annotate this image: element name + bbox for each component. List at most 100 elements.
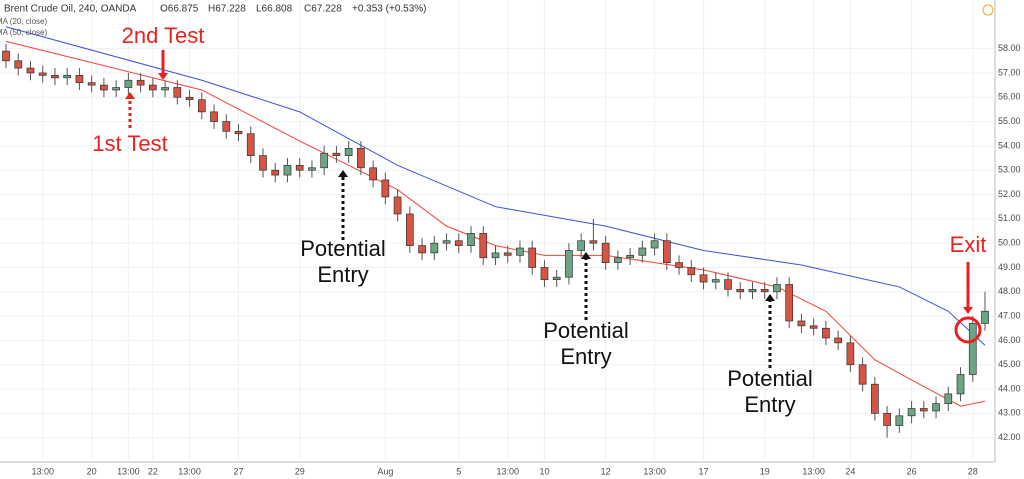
- x-tick-label: 13:00: [117, 466, 140, 476]
- y-tick-label: 43.00: [998, 408, 1021, 418]
- x-tick-label: 22: [148, 466, 158, 476]
- candle-body: [675, 262, 683, 268]
- x-tick-label: 29: [295, 466, 305, 476]
- candle-body: [565, 250, 573, 278]
- candle-body: [38, 72, 47, 76]
- y-tick-label: 53.00: [998, 165, 1021, 175]
- candle-body: [161, 87, 169, 91]
- annotation-arrowhead: [338, 170, 348, 177]
- header-text: O66.875: [160, 4, 199, 15]
- candle-body: [944, 393, 953, 404]
- annotation-text: Entry: [560, 344, 611, 369]
- candle-body: [308, 167, 316, 171]
- moving-average-line: [5, 26, 986, 346]
- annotation-arrowhead: [765, 294, 775, 301]
- candle-body: [369, 167, 377, 181]
- candle-body: [87, 82, 96, 86]
- candle-body: [601, 242, 610, 263]
- y-tick-label: 58.00: [998, 43, 1021, 53]
- x-tick-label: 13:00: [643, 466, 666, 476]
- y-tick-label: 49.00: [998, 262, 1021, 272]
- candle-body: [834, 337, 843, 344]
- annotation-text: Entry: [744, 392, 795, 417]
- candle-body: [75, 75, 84, 84]
- candle-body: [773, 284, 781, 293]
- candle-body: [907, 408, 916, 417]
- candle-body: [846, 342, 855, 366]
- y-tick-label: 55.00: [998, 116, 1021, 126]
- candle-body: [491, 252, 500, 259]
- candle-body: [736, 289, 745, 293]
- candle-body: [100, 84, 108, 91]
- annotation-arrowhead: [581, 252, 591, 259]
- candle-body: [552, 276, 561, 280]
- annotation-arrowhead: [158, 73, 168, 80]
- x-tick-label: 24: [845, 466, 855, 476]
- candle-body: [883, 413, 891, 426]
- annotation-text: Exit: [950, 232, 987, 257]
- header-text: L66.808: [256, 4, 293, 15]
- candle-body: [650, 240, 659, 249]
- candle-body: [919, 408, 928, 412]
- candle-body: [895, 415, 904, 426]
- candle-body: [173, 87, 182, 98]
- candle-body: [687, 267, 696, 276]
- candle-body: [210, 111, 218, 122]
- candle-body: [393, 196, 402, 215]
- y-tick-label: 54.00: [998, 140, 1021, 150]
- candle-body: [516, 247, 524, 256]
- alert-icon[interactable]: [982, 4, 994, 16]
- legend-entry: MA (20, close): [0, 17, 47, 26]
- x-tick-label: 5: [456, 466, 461, 476]
- candle-body: [981, 310, 989, 324]
- y-tick-label: 48.00: [998, 286, 1021, 296]
- x-tick-label: 17: [699, 466, 709, 476]
- candle-body: [467, 233, 475, 246]
- candle-body: [149, 84, 157, 91]
- candle-body: [295, 164, 304, 171]
- candle-body: [760, 289, 769, 293]
- candle-body: [968, 323, 977, 375]
- candle-body: [577, 240, 586, 251]
- y-tick-label: 50.00: [998, 238, 1021, 248]
- candle-body: [197, 99, 206, 113]
- candle-body: [442, 240, 451, 244]
- legend-entry: MA (50, close): [0, 28, 47, 37]
- candle-body: [405, 213, 414, 246]
- annotation-text: 2nd Test: [122, 23, 205, 48]
- candle-body: [724, 279, 732, 290]
- candle-body: [63, 75, 72, 79]
- y-tick-label: 46.00: [998, 335, 1021, 345]
- candle-body: [614, 257, 622, 263]
- candle-body: [344, 147, 353, 156]
- candle-body: [503, 252, 512, 256]
- candle-body: [809, 325, 818, 329]
- x-tick-label: Aug: [377, 466, 393, 476]
- x-tick-label: 20: [87, 466, 97, 476]
- header-text: C67.228: [304, 4, 342, 15]
- y-tick-label: 42.00: [998, 432, 1021, 442]
- x-tick-label: 28: [968, 466, 978, 476]
- y-tick-label: 52.00: [998, 189, 1021, 199]
- candle-body: [246, 133, 255, 156]
- candle-body: [124, 79, 133, 88]
- annotation-text: Potential: [543, 318, 629, 343]
- candle-body: [785, 284, 794, 322]
- candle-body: [26, 67, 35, 74]
- candle-body: [956, 374, 965, 395]
- candle-body: [822, 327, 830, 339]
- header-text: +0.353 (+0.53%): [352, 4, 427, 15]
- candle-body: [332, 152, 341, 156]
- candle-body: [234, 130, 243, 135]
- y-tick-label: 56.00: [998, 92, 1021, 102]
- candle-body: [51, 75, 59, 79]
- candle-body: [528, 247, 537, 268]
- x-tick-label: 19: [760, 466, 770, 476]
- candle-body: [479, 233, 488, 259]
- x-tick-label: 12: [601, 466, 611, 476]
- candle-body: [2, 50, 10, 62]
- candle-body: [222, 121, 231, 132]
- candle-body: [430, 242, 439, 254]
- y-tick-label: 57.00: [998, 67, 1021, 77]
